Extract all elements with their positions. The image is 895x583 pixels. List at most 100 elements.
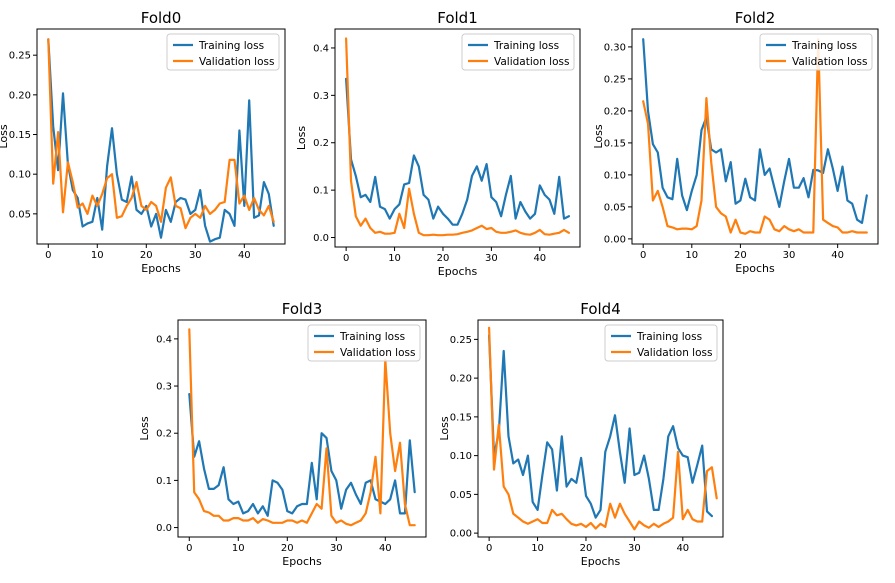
y-axis-label: Loss [138,416,151,440]
legend-label: Validation loss [340,347,415,359]
x-tick-label: 20 [580,543,593,554]
y-axis-label: Loss [438,416,451,440]
y-tick-label: 0.2 [313,138,329,149]
x-tick-label: 40 [533,253,546,264]
x-tick-label: 30 [189,250,202,261]
chart-title: Fold4 [580,300,621,318]
legend-box [307,324,421,362]
x-tick-label: 10 [531,543,544,554]
axes-frame [334,28,581,248]
y-axis-label: Loss [295,126,308,150]
training-loss-line [345,77,571,226]
x-tick-label: 0 [343,253,349,264]
y-tick-label: 0.25 [450,335,472,346]
x-tick-label: 0 [186,543,192,554]
y-axis-label: Loss [0,124,10,148]
chart-fold3: Fold3 0 10 20 30 40 0.0 0.1 0.2 0.3 0.4 Epochs Loss T… [138,300,427,568]
axes-frame [631,28,879,245]
x-tick-label: 20 [437,253,450,264]
legend-box [166,33,280,71]
y-tick-label: 0.25 [604,74,626,85]
y-tick-label: 0.4 [156,334,172,345]
legend: Training loss Validation loss [604,324,718,362]
x-tick-label: 40 [676,543,689,554]
y-tick-label: 0.20 [450,374,472,385]
x-tick-label: 30 [628,543,641,554]
chart-fold2: Fold2 0 10 20 30 40 0.00 0.05 0.10 0.15 0.20 0.25 0.… [592,9,879,275]
chart-title: Fold2 [735,9,776,27]
y-tick-label: 0.3 [313,91,329,102]
legend-box [604,324,718,362]
x-tick-label: 10 [91,250,104,261]
x-tick-label: 0 [486,543,492,554]
training-loss-line [188,393,416,517]
legend-label: Validation loss [494,56,569,68]
y-tick-label: 0.05 [450,490,472,501]
x-tick-label: 30 [485,253,498,264]
legend-label: Validation loss [792,56,867,68]
validation-loss-line [47,38,275,230]
y-tick-label: 0.00 [604,234,626,245]
y-tick-label: 0.10 [9,170,31,181]
legend-label: Training loss [636,331,702,343]
axes-frame [477,319,724,538]
x-axis-label: Epochs [282,555,322,568]
y-tick-label: 0.0 [156,523,172,534]
x-tick-label: 0 [640,250,646,261]
axes-frame [36,28,286,245]
x-tick-label: 10 [685,250,698,261]
legend-label: Validation loss [199,56,274,68]
training-loss-line [47,38,275,243]
chart-fold4: Fold4 0 10 20 30 40 0.00 0.05 0.10 0.15 0.20 0.25 Ep… [438,300,724,568]
x-tick-label: 20 [734,250,747,261]
y-tick-label: 0.00 [450,529,472,540]
x-axis-label: Epochs [141,262,181,275]
validation-loss-line [642,38,868,235]
validation-loss-line [488,326,718,531]
x-axis-label: Epochs [438,265,478,278]
legend-label: Training loss [493,40,559,52]
legend-label: Training loss [198,40,264,52]
y-tick-label: 0.4 [313,43,329,54]
x-tick-label: 10 [388,253,401,264]
x-tick-label: 20 [281,543,294,554]
x-tick-label: 0 [45,250,51,261]
training-loss-line [488,334,714,519]
chart-title: Fold1 [437,9,478,27]
legend-label: Training loss [339,331,405,343]
axes-frame [177,319,427,538]
legend-box [461,33,575,71]
y-tick-label: 0.20 [604,106,626,117]
y-tick-label: 0.25 [9,51,31,62]
x-tick-label: 10 [232,543,245,554]
y-tick-label: 0.05 [604,202,626,213]
y-tick-label: 0.0 [313,233,329,244]
legend-box [759,33,873,71]
training-loss-line [642,38,868,224]
y-tick-label: 0.30 [604,42,626,53]
x-tick-label: 40 [379,543,392,554]
y-tick-label: 0.10 [604,170,626,181]
chart-title: Fold0 [141,9,182,27]
legend-label: Training loss [791,40,857,52]
legend: Training loss Validation loss [166,33,280,71]
legend: Training loss Validation loss [461,33,575,71]
chart-fold1: Fold1 0 10 20 30 40 0.0 0.1 0.2 0.3 0.4 Epochs Loss T… [295,9,581,278]
y-tick-label: 0.15 [9,130,31,141]
y-tick-label: 0.05 [9,209,31,220]
validation-loss-line [345,37,571,237]
x-tick-label: 30 [330,543,343,554]
y-tick-label: 0.20 [9,90,31,101]
x-axis-label: Epochs [581,555,621,568]
y-tick-label: 0.10 [450,451,472,462]
x-tick-label: 30 [783,250,796,261]
validation-loss-line [188,328,416,527]
legend: Training loss Validation loss [759,33,873,71]
y-tick-label: 0.2 [156,429,172,440]
chart-fold0: Fold0 0 10 20 30 40 0.05 0.10 0.15 0.20 0.25 Epochs… [0,9,286,275]
legend: Training loss Validation loss [307,324,421,362]
y-tick-label: 0.15 [604,138,626,149]
y-tick-label: 0.3 [156,382,172,393]
x-tick-label: 40 [831,250,844,261]
